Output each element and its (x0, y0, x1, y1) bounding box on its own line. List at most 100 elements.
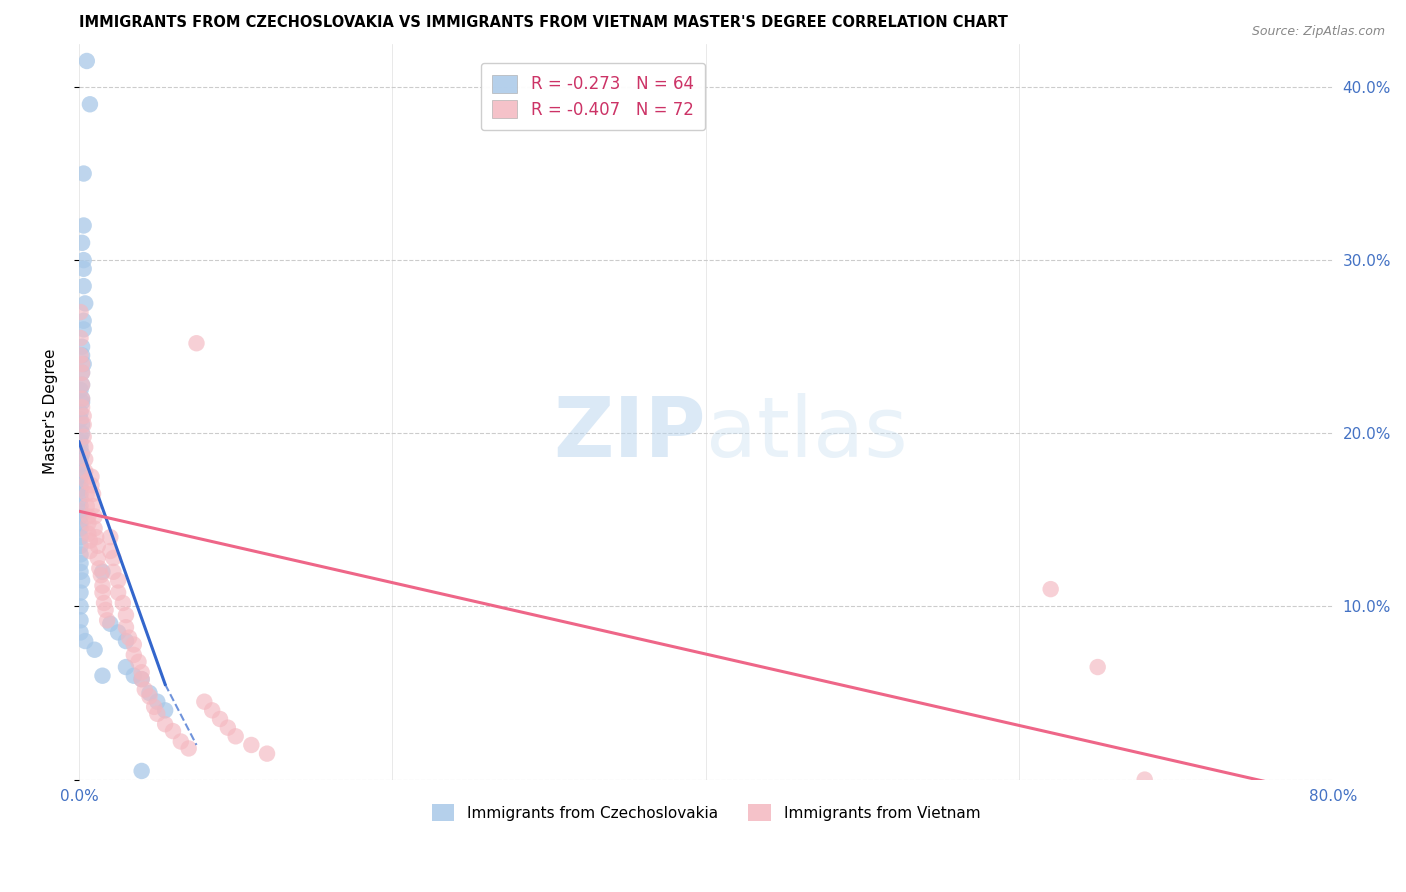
Point (83, 522, 105, 536)
Point (69, 548, 91, 562)
Point (138, 690, 160, 704)
Point (82, 499, 104, 513)
Point (76, 475, 98, 489)
Point (69, 539, 91, 553)
Point (69, 492, 91, 507)
Point (69, 509, 91, 524)
Point (76, 487, 98, 501)
Point (79, 544, 101, 558)
Text: IMMIGRANTS FROM CZECHOSLOVAKIA VS IMMIGRANTS FROM VIETNAM MASTER'S DEGREE CORREL: IMMIGRANTS FROM CZECHOSLOVAKIA VS IMMIGR… (79, 15, 1008, 30)
Legend: Immigrants from Czechoslovakia, Immigrants from Vietnam: Immigrants from Czechoslovakia, Immigran… (426, 798, 986, 827)
Point (69, 599, 91, 614)
Point (128, 655, 150, 669)
Point (98, 530, 121, 544)
Point (70, 392, 93, 406)
Point (84, 530, 107, 544)
Point (82, 487, 104, 501)
Point (107, 585, 129, 599)
Point (87, 539, 110, 553)
Point (72, 314, 94, 328)
Point (77, 526, 100, 541)
Point (240, 738, 263, 752)
Point (69, 585, 91, 599)
Point (72, 430, 94, 444)
Point (70, 235, 93, 250)
Point (186, 336, 208, 351)
Point (225, 729, 247, 743)
Point (69, 412, 91, 426)
Point (118, 631, 141, 645)
Point (69, 405, 91, 419)
Point (131, 672, 153, 686)
Point (70, 366, 93, 380)
Point (80, 469, 103, 483)
Point (153, 717, 176, 731)
Point (72, 219, 94, 233)
Point (177, 741, 200, 756)
Point (131, 764, 153, 778)
Point (69, 613, 91, 627)
Point (83, 509, 105, 524)
Point (72, 417, 94, 432)
Point (69, 522, 91, 536)
Point (69, 499, 91, 513)
Point (70, 447, 93, 461)
Point (70, 417, 93, 432)
Point (107, 574, 129, 588)
Point (107, 625, 129, 640)
Point (75, 464, 97, 478)
Point (94, 603, 117, 617)
Point (87, 551, 110, 566)
Point (1087, 660, 1109, 674)
Point (69, 516, 91, 531)
Point (69, 331, 91, 345)
Point (69, 625, 91, 640)
Point (91, 565, 114, 579)
Point (111, 596, 134, 610)
Point (69, 440, 91, 454)
Point (72, 167, 94, 181)
Text: ZIP: ZIP (554, 393, 706, 475)
Point (79, 533, 101, 548)
Point (72, 409, 94, 423)
Point (208, 712, 231, 726)
Point (69, 487, 91, 501)
Point (170, 734, 193, 748)
Point (75, 634, 97, 648)
Point (75, 296, 97, 310)
Point (89, 561, 111, 575)
Point (98, 616, 121, 631)
Point (72, 357, 94, 371)
Point (134, 682, 156, 697)
Point (77, 516, 100, 531)
Point (138, 686, 160, 700)
Point (93, 596, 115, 610)
Point (201, 703, 224, 717)
Point (83, 642, 105, 657)
Point (80, 478, 103, 492)
Point (72, 279, 94, 293)
Point (69, 348, 91, 362)
Point (69, 434, 91, 449)
Point (91, 585, 114, 599)
Point (76, 54, 98, 68)
Point (70, 366, 93, 380)
Point (70, 574, 93, 588)
Point (76, 499, 98, 513)
Point (146, 706, 169, 721)
Point (75, 440, 97, 454)
Point (131, 665, 153, 680)
Point (72, 322, 94, 336)
Point (69, 452, 91, 467)
Point (69, 482, 91, 496)
Point (153, 703, 176, 717)
Point (1039, 582, 1062, 596)
Point (256, 747, 278, 761)
Point (1133, 772, 1156, 787)
Point (70, 401, 93, 415)
Point (69, 464, 91, 478)
Point (72, 253, 94, 268)
Point (103, 565, 125, 579)
Point (122, 638, 145, 652)
Point (115, 608, 138, 623)
